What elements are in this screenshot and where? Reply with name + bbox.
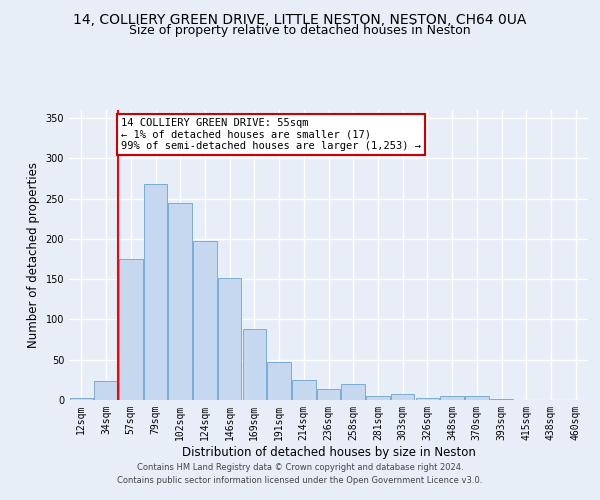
Bar xyxy=(169,202,192,400)
Bar xyxy=(391,394,415,400)
Y-axis label: Number of detached properties: Number of detached properties xyxy=(27,162,40,348)
Bar xyxy=(242,329,266,400)
Bar xyxy=(465,396,488,400)
Text: 14, COLLIERY GREEN DRIVE, LITTLE NESTON, NESTON, CH64 0UA: 14, COLLIERY GREEN DRIVE, LITTLE NESTON,… xyxy=(73,12,527,26)
Bar xyxy=(218,278,241,400)
Bar xyxy=(119,259,143,400)
Bar xyxy=(94,380,118,400)
Bar xyxy=(440,396,464,400)
Bar xyxy=(317,388,340,400)
Bar xyxy=(268,362,291,400)
Bar xyxy=(366,396,389,400)
Bar xyxy=(416,398,439,400)
Text: Size of property relative to detached houses in Neston: Size of property relative to detached ho… xyxy=(129,24,471,37)
Bar xyxy=(144,184,167,400)
Text: 14 COLLIERY GREEN DRIVE: 55sqm
← 1% of detached houses are smaller (17)
99% of s: 14 COLLIERY GREEN DRIVE: 55sqm ← 1% of d… xyxy=(121,118,421,152)
Bar xyxy=(70,398,93,400)
Text: Contains HM Land Registry data © Crown copyright and database right 2024.: Contains HM Land Registry data © Crown c… xyxy=(137,462,463,471)
Bar xyxy=(292,380,316,400)
Bar xyxy=(193,240,217,400)
Bar xyxy=(490,399,513,400)
X-axis label: Distribution of detached houses by size in Neston: Distribution of detached houses by size … xyxy=(182,446,475,458)
Text: Contains public sector information licensed under the Open Government Licence v3: Contains public sector information licen… xyxy=(118,476,482,485)
Bar xyxy=(341,384,365,400)
